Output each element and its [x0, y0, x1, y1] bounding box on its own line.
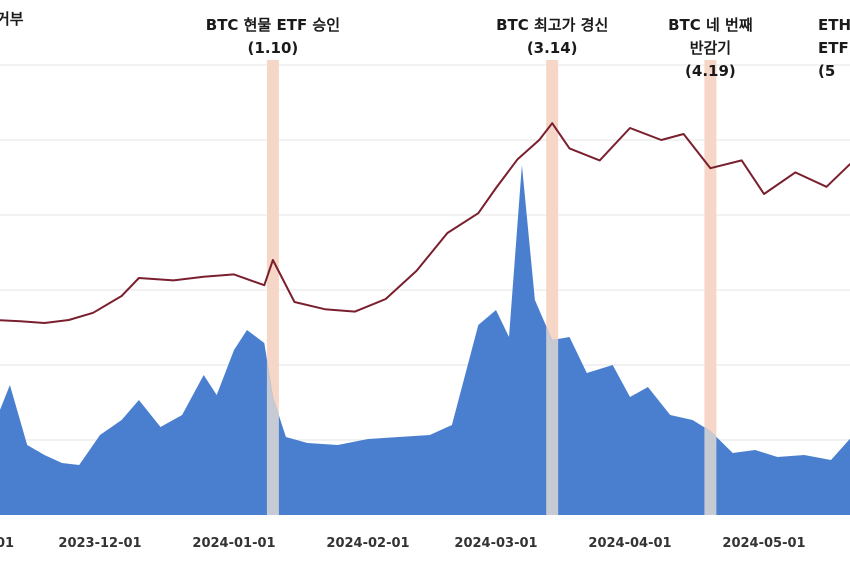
x-tick-label: 2023-12-01: [58, 536, 141, 551]
x-tick-label: 2024-02-01: [326, 536, 409, 551]
x-tick-label: 2024-03-01: [454, 536, 537, 551]
x-axis-ticks: 01 2023-12-01 2024-01-01 2024-02-01 2024-03-…: [0, 536, 806, 551]
price-line: [0, 122, 850, 324]
annotation-label: BTC 최고가 경신: [496, 16, 608, 34]
annotation-label: (4.19): [685, 62, 736, 80]
x-tick-label: 2024-05-01: [722, 536, 805, 551]
annotation-label: BTC 네 번째: [668, 16, 753, 34]
event-annotations: BTC 현물 ETF 승인 (1.10) BTC 최고가 경신 (3.14) BTC 네…: [206, 16, 850, 80]
annotation-label: (1.10): [248, 39, 299, 57]
chart-title-fragment: 거부: [0, 10, 24, 28]
x-tick-label: 2024-04-01: [588, 536, 671, 551]
annotation-label: 반감기: [690, 39, 731, 57]
volume-area: [0, 165, 850, 515]
annotation-label: ETH: [818, 16, 850, 34]
price-line-layer: [0, 122, 850, 324]
annotation-label: (3.14): [527, 39, 578, 57]
volume-area-shape: [0, 165, 850, 515]
x-tick-label: 2024-01-01: [192, 536, 275, 551]
annotation-label: BTC 현물 ETF 승인: [206, 16, 340, 34]
x-tick-label: 01: [0, 536, 14, 551]
highlight-band: [704, 60, 717, 515]
annotation-label: ETF: [818, 39, 849, 57]
annotation-label: (5: [818, 62, 835, 80]
